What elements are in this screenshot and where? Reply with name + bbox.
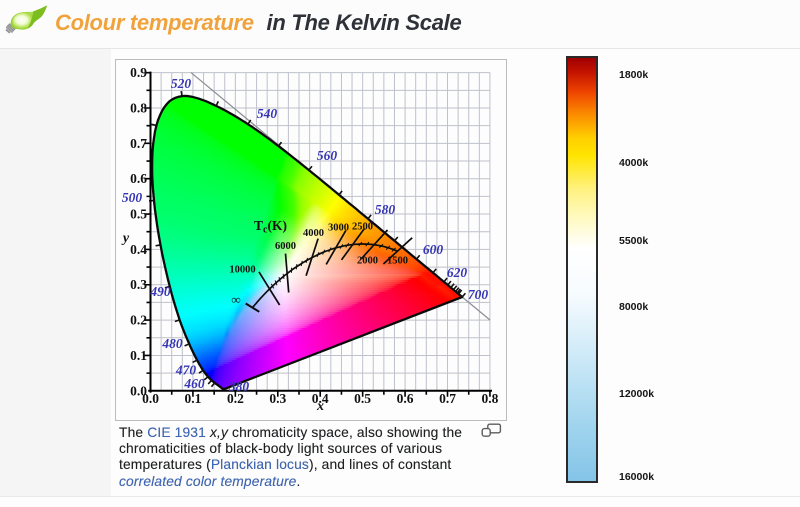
svg-text:2000: 2000 — [357, 256, 378, 267]
svg-text:0.2: 0.2 — [227, 391, 244, 406]
svg-text:700: 700 — [468, 287, 489, 302]
svg-text:y: y — [121, 231, 130, 246]
svg-text:540: 540 — [257, 106, 278, 121]
svg-text:4000: 4000 — [303, 228, 324, 239]
svg-text:0.9: 0.9 — [130, 65, 147, 80]
svg-text:6000: 6000 — [275, 241, 296, 252]
svg-text:0.1: 0.1 — [184, 391, 201, 406]
svg-text:600: 600 — [423, 242, 444, 257]
svg-text:490: 490 — [149, 284, 171, 299]
svg-text:∞: ∞ — [231, 292, 240, 307]
svg-text:0.3: 0.3 — [130, 277, 147, 292]
svg-text:0.1: 0.1 — [130, 348, 147, 363]
svg-text:10000: 10000 — [229, 265, 255, 276]
svg-text:0.8: 0.8 — [130, 101, 147, 116]
svg-text:580: 580 — [375, 202, 396, 217]
svg-text:0.8: 0.8 — [481, 391, 498, 406]
svg-text:0.0: 0.0 — [130, 383, 147, 398]
svg-text:460: 460 — [183, 376, 205, 391]
svg-text:0.6: 0.6 — [397, 391, 414, 406]
svg-text:0.7: 0.7 — [130, 136, 147, 151]
svg-text:480: 480 — [161, 336, 183, 351]
svg-text:620: 620 — [447, 265, 468, 280]
svg-text:0.4: 0.4 — [130, 242, 147, 257]
svg-text:0.0: 0.0 — [142, 391, 159, 406]
svg-text:0.5: 0.5 — [354, 391, 371, 406]
svg-text:x: x — [316, 399, 324, 414]
svg-text:500: 500 — [122, 190, 143, 205]
svg-text:0.4: 0.4 — [312, 391, 329, 406]
svg-text:0.2: 0.2 — [130, 313, 147, 328]
svg-text:0.6: 0.6 — [130, 171, 147, 186]
svg-text:2500: 2500 — [352, 222, 373, 233]
svg-text:3000: 3000 — [328, 223, 349, 234]
svg-text:520: 520 — [171, 76, 192, 91]
svg-text:380: 380 — [228, 379, 250, 394]
svg-text:470: 470 — [175, 363, 197, 378]
svg-text:0.5: 0.5 — [130, 207, 147, 222]
svg-text:560: 560 — [317, 148, 338, 163]
svg-text:0.7: 0.7 — [439, 391, 456, 406]
svg-text:1500: 1500 — [387, 256, 408, 267]
svg-text:0.3: 0.3 — [269, 391, 286, 406]
svg-text:Tc(K): Tc(K) — [254, 218, 287, 236]
